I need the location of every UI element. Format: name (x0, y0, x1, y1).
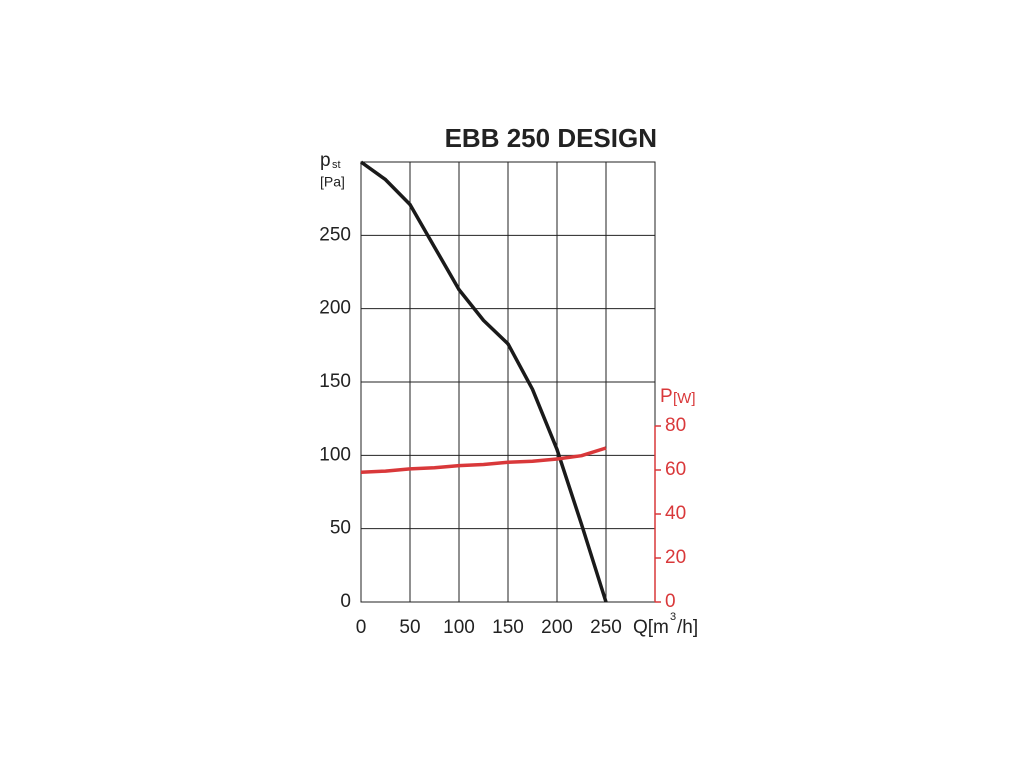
y2-tick-label: 80 (665, 415, 686, 436)
x-tick-label: 100 (443, 617, 475, 638)
y2-label-unit: [W] (673, 390, 696, 407)
y-tick-label: 0 (340, 591, 351, 612)
y-label-subscript: st (332, 159, 341, 171)
chart-title: EBB 250 DESIGN (445, 123, 657, 153)
y-tick-label: 200 (319, 298, 351, 319)
y-tick-label: 250 (319, 224, 351, 245)
y-label-unit: [Pa] (320, 174, 345, 190)
y2-tick-label: 0 (665, 591, 676, 612)
x-tick-label: 150 (492, 617, 524, 638)
y2-tick-label: 60 (665, 459, 686, 480)
series-line (359, 160, 608, 603)
y-label-symbol: p (320, 150, 331, 171)
x-tick-label: 200 (541, 617, 573, 638)
y-tick-label: 150 (319, 371, 351, 392)
x-tick-label: 50 (399, 617, 420, 638)
x-label-end: /h] (677, 617, 698, 638)
series-line (360, 446, 607, 474)
x-tick-label: 250 (590, 617, 622, 638)
y2-tick-label: 20 (665, 547, 686, 568)
y-tick-label: 100 (319, 444, 351, 465)
y2-tick-label: 40 (665, 503, 686, 524)
y2-label-symbol: P (660, 386, 673, 407)
x-label-superscript: 3 (670, 611, 676, 623)
x-label: Q[m (633, 617, 669, 638)
y-tick-label: 50 (330, 518, 351, 539)
x-tick-label: 0 (356, 617, 367, 638)
